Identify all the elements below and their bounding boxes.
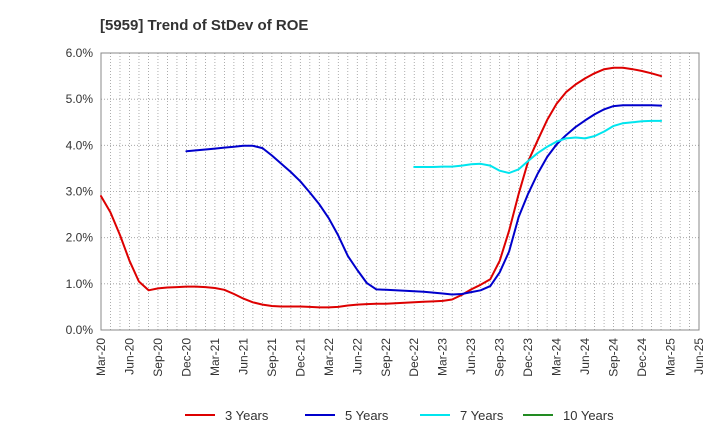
x-tick-label: Jun-21 [236, 338, 250, 375]
y-tick-label: 1.0% [66, 277, 94, 291]
x-tick-label: Mar-25 [664, 338, 678, 376]
y-tick-label: 6.0% [66, 46, 94, 60]
y-tick-label: 4.0% [66, 138, 94, 152]
x-tick-label: Sep-22 [379, 338, 393, 377]
x-tick-label: Dec-20 [179, 338, 193, 377]
series-line [413, 119, 663, 174]
series-line [100, 66, 663, 309]
x-tick-label: Mar-20 [94, 338, 108, 376]
y-tick-label: 0.0% [66, 323, 94, 337]
x-tick-label: Jun-23 [464, 338, 478, 375]
x-tick-label: Jun-22 [350, 338, 364, 375]
x-tick-label: Jun-25 [692, 338, 706, 375]
x-axis: Mar-20 Jun-20 Sep-20 Dec-20 Mar-21 Jun-21 Sep-… [94, 338, 706, 377]
legend-label: 10 Years [563, 408, 614, 423]
x-tick-label: Dec-21 [293, 338, 307, 377]
y-tick-label: 2.0% [66, 231, 94, 245]
x-tick-label: Dec-22 [407, 338, 421, 377]
x-tick-label: Jun-24 [578, 338, 592, 375]
x-tick-label: Sep-20 [151, 338, 165, 377]
x-tick-label: Dec-23 [521, 338, 535, 377]
legend: 3 Years 5 Years 7 Years 10 Years [185, 408, 614, 423]
y-tick-label: 5.0% [66, 92, 94, 106]
x-tick-label: Sep-24 [607, 338, 621, 377]
x-tick-label: Mar-23 [436, 338, 450, 376]
legend-label: 7 Years [460, 408, 504, 423]
y-tick-label: 3.0% [66, 185, 94, 199]
plot-area-border [100, 52, 700, 331]
x-tick-label: Mar-22 [322, 338, 336, 376]
legend-label: 3 Years [225, 408, 269, 423]
x-tick-label: Dec-24 [635, 338, 649, 377]
x-tick-label: Sep-21 [265, 338, 279, 377]
x-tick-label: Sep-23 [493, 338, 507, 377]
x-tick-label: Mar-24 [550, 338, 564, 376]
series-lines [100, 66, 663, 309]
x-tick-label: Jun-20 [122, 338, 136, 375]
x-tick-label: Mar-21 [208, 338, 222, 376]
series-line [185, 104, 663, 296]
legend-label: 5 Years [345, 408, 389, 423]
y-axis: 0.0% 1.0% 2.0% 3.0% 4.0% 5.0% 6.0% [66, 46, 94, 337]
chart-title: [5959] Trend of StDev of ROE [100, 17, 308, 34]
grid [101, 53, 699, 330]
